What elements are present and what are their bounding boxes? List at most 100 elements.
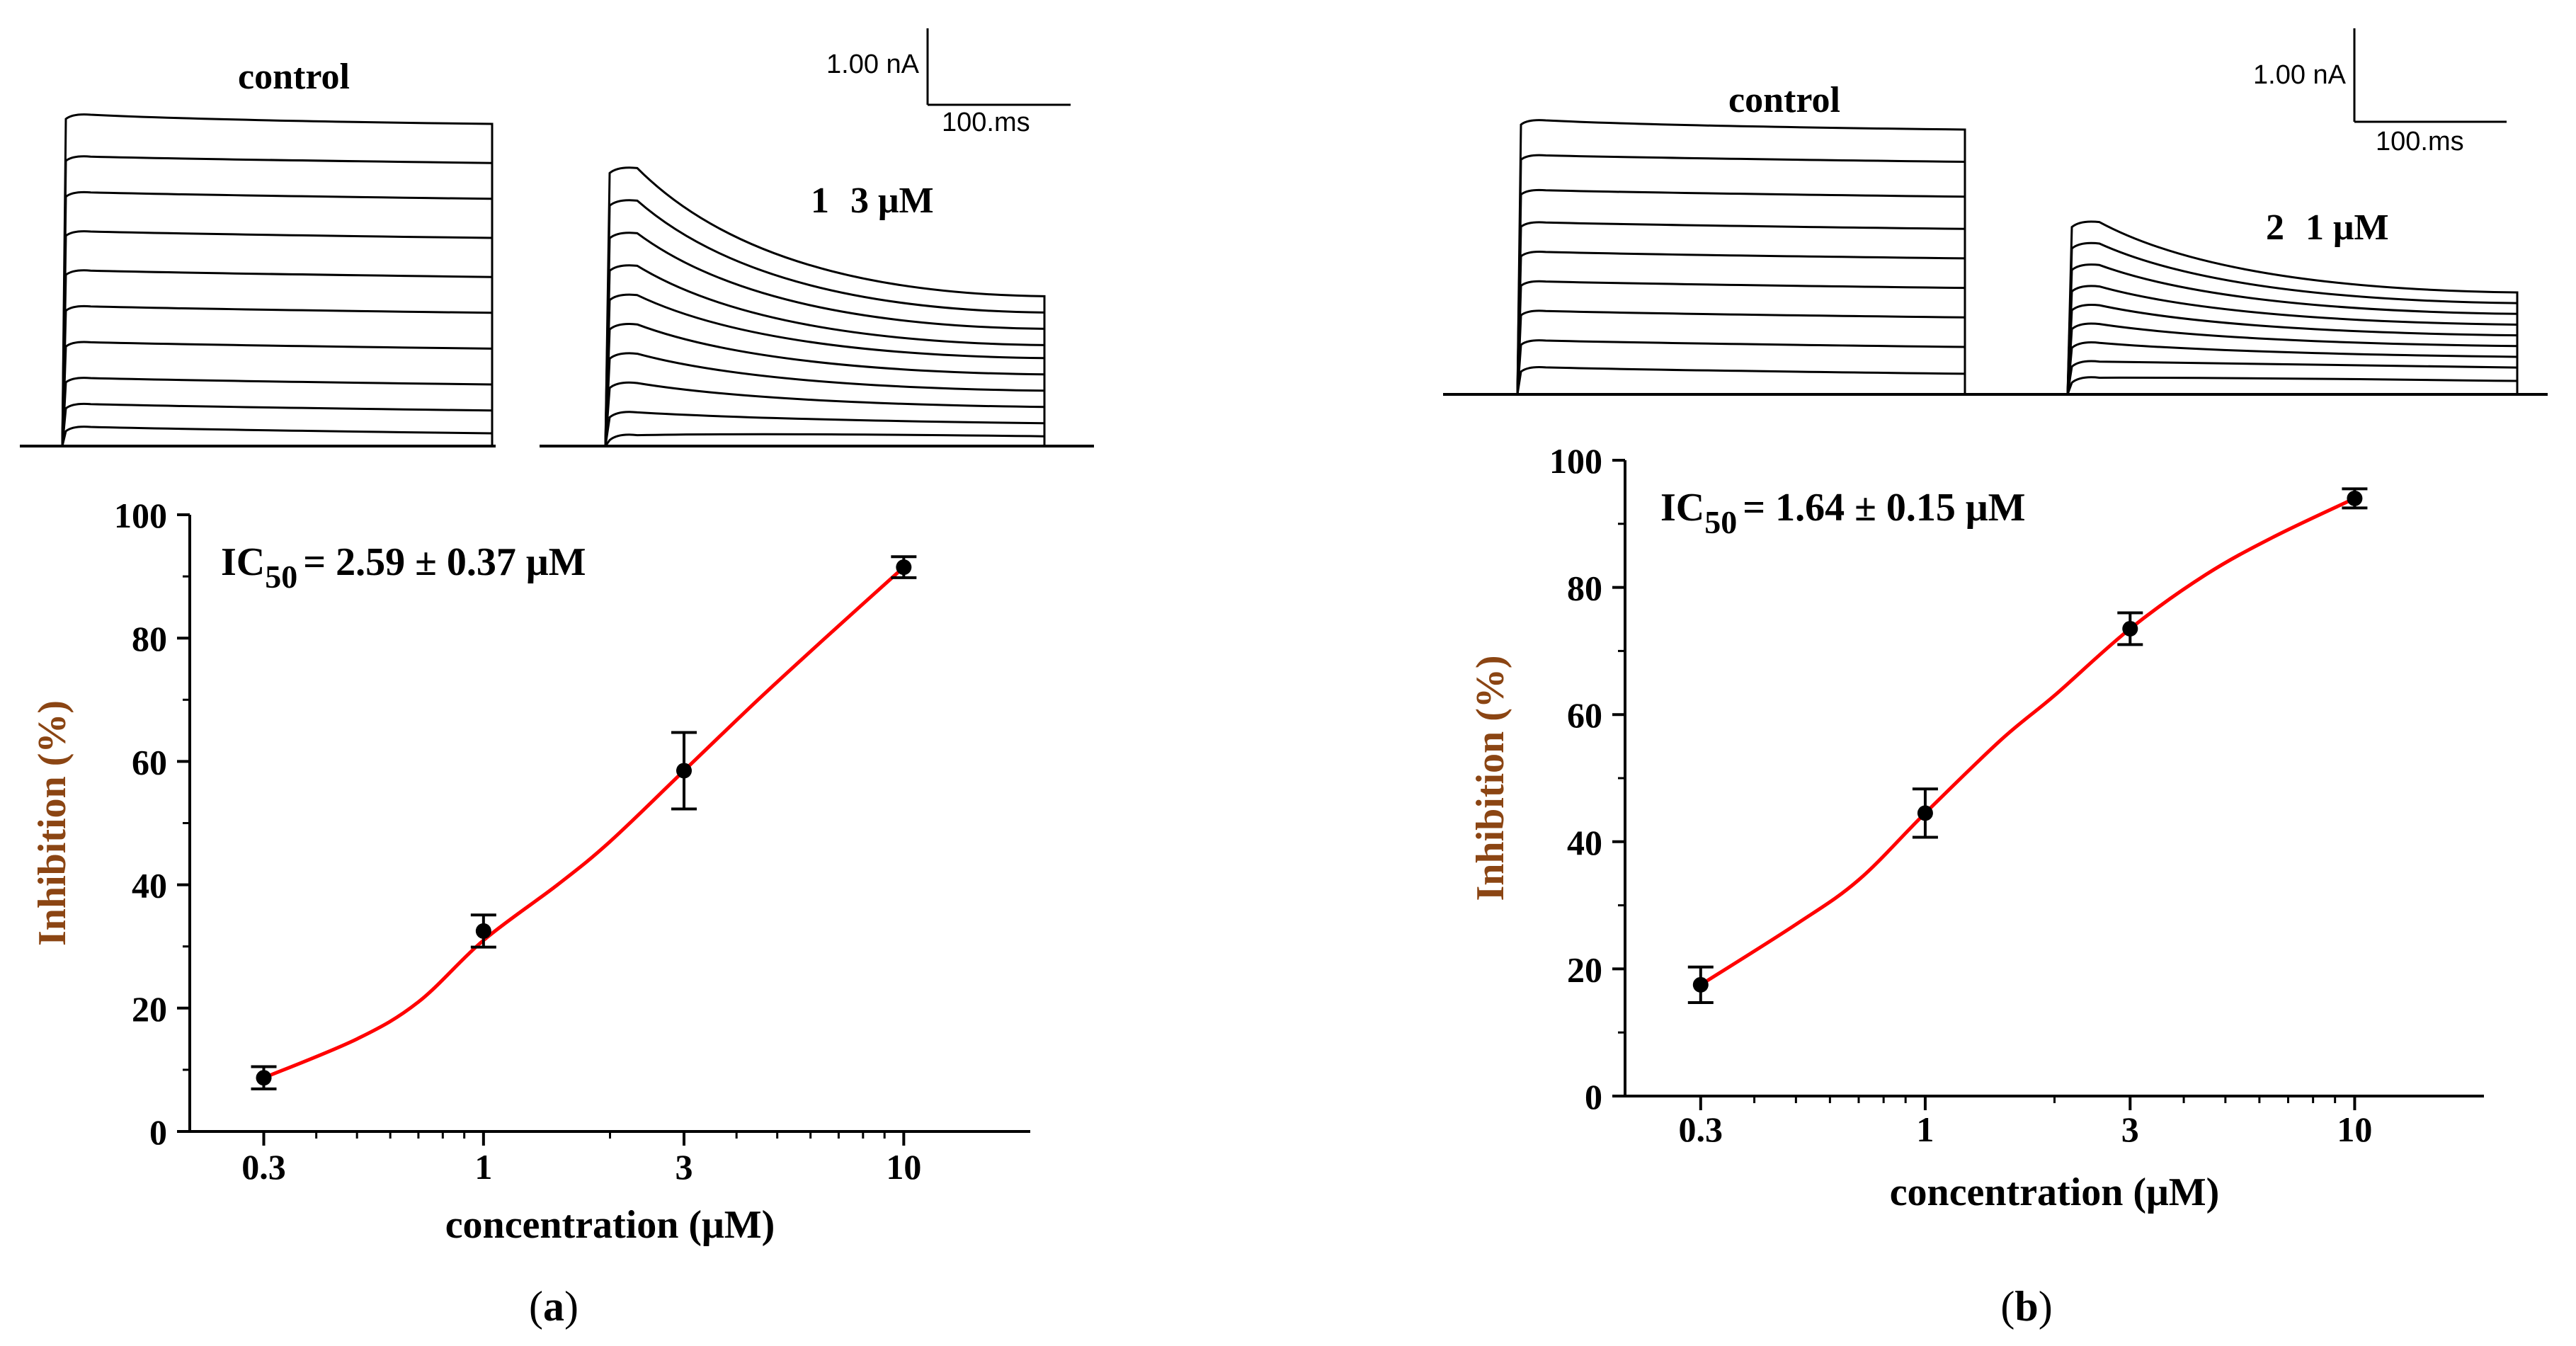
scale-bar-a: 1.00 nA 100.ms bbox=[826, 28, 1071, 137]
x-tick-label: 10 bbox=[886, 1147, 921, 1187]
compound-conc-a: 3 μM bbox=[850, 181, 934, 221]
x-tick-label: 10 bbox=[2337, 1110, 2372, 1149]
current-trace bbox=[2066, 303, 2519, 395]
current-trace bbox=[61, 402, 494, 447]
current-trace bbox=[604, 293, 1046, 447]
y-tick-label: 20 bbox=[132, 989, 167, 1029]
current-trace bbox=[61, 341, 494, 447]
x-axis-label: concentration (μM) bbox=[1890, 1170, 2220, 1214]
ic50-label-a: IC50 = 2.59 ± 0.37 μM bbox=[221, 540, 586, 595]
x-tick-label: 3 bbox=[2121, 1110, 2139, 1149]
compound-label-b: 2 1 μM bbox=[2266, 207, 2389, 248]
fit-curve bbox=[1699, 496, 2356, 986]
ic50-sub-a: 50 bbox=[265, 559, 297, 595]
current-trace bbox=[61, 377, 494, 447]
current-trace bbox=[61, 269, 494, 447]
data-point bbox=[1917, 805, 1933, 821]
y-tick-label: 20 bbox=[1567, 949, 1602, 989]
x-axis-label: concentration (μM) bbox=[445, 1203, 775, 1247]
current-trace bbox=[61, 155, 494, 447]
control-label-b: control bbox=[1728, 80, 1840, 120]
data-point bbox=[256, 1070, 272, 1086]
current-trace bbox=[61, 304, 494, 447]
ic50-sub-b: 50 bbox=[1704, 504, 1737, 540]
compound-conc-b: 1 μM bbox=[2306, 207, 2389, 248]
ic50-label-b: IC50 = 1.64 ± 0.15 μM bbox=[1660, 486, 2025, 540]
current-trace bbox=[2066, 241, 2519, 395]
scale-current-a: 1.00 nA bbox=[826, 50, 920, 79]
x-tick-label: 0.3 bbox=[1679, 1110, 1723, 1149]
ic50-prefix-a: IC bbox=[221, 540, 265, 584]
current-trace bbox=[604, 381, 1046, 447]
current-trace bbox=[604, 323, 1046, 447]
current-trace bbox=[1516, 154, 1966, 395]
panel-a: control 1 3 μM 1.00 nA 100.ms IC50 = 2.59 … bbox=[20, 28, 1094, 1330]
current-trace bbox=[2066, 341, 2519, 395]
current-trace bbox=[1516, 309, 1966, 395]
current-trace bbox=[61, 426, 494, 447]
panel-caption-a: (a) bbox=[529, 1283, 579, 1330]
data-point bbox=[676, 763, 693, 779]
current-trace bbox=[2066, 263, 2519, 395]
scale-time-b: 100.ms bbox=[2376, 127, 2464, 156]
x-tick-label: 1 bbox=[1916, 1110, 1934, 1149]
current-trace bbox=[604, 166, 1046, 447]
current-trace bbox=[2066, 285, 2519, 395]
scale-time-a: 100.ms bbox=[942, 108, 1030, 137]
caption-open-b: ( bbox=[2000, 1283, 2014, 1330]
current-trace bbox=[604, 264, 1046, 447]
current-trace bbox=[1516, 221, 1966, 395]
current-trace bbox=[604, 199, 1046, 447]
x-tick-label: 0.3 bbox=[241, 1147, 286, 1187]
y-tick-label: 0 bbox=[1585, 1077, 1602, 1117]
y-axis-label: Inhibition (%) bbox=[1469, 656, 1512, 901]
compound-number-b: 2 bbox=[2266, 207, 2284, 248]
current-trace bbox=[1516, 251, 1966, 395]
y-tick-label: 60 bbox=[132, 742, 167, 782]
current-trace bbox=[61, 190, 494, 447]
current-trace bbox=[604, 433, 1046, 447]
y-tick-label: 40 bbox=[132, 866, 167, 906]
current-traces-a: control 1 3 μM 1.00 nA 100.ms bbox=[20, 28, 1094, 447]
compound-number-a: 1 bbox=[811, 181, 829, 221]
current-trace bbox=[1516, 280, 1966, 395]
chart-b: IC50 = 1.64 ± 0.15 μM 0 20 40 60 80 100 0.3 1 3 10… bbox=[1469, 441, 2484, 1214]
data-point bbox=[2122, 620, 2138, 637]
current-traces-b: control 2 1 μM 1.00 nA 100.ms bbox=[1443, 28, 2548, 396]
current-trace bbox=[2066, 322, 2519, 395]
compound-label-a: 1 3 μM bbox=[811, 181, 934, 221]
current-trace bbox=[61, 113, 494, 447]
y-tick-label: 60 bbox=[1567, 695, 1602, 735]
y-tick-label: 80 bbox=[1567, 569, 1602, 608]
ic50-prefix-b: IC bbox=[1660, 486, 1704, 530]
caption-open-a: ( bbox=[529, 1283, 543, 1330]
fit-curve bbox=[263, 566, 906, 1080]
y-tick-label: 0 bbox=[149, 1112, 167, 1152]
data-point bbox=[475, 923, 491, 939]
caption-close-b: ) bbox=[2039, 1283, 2053, 1330]
chart-a: IC50 = 2.59 ± 0.37 μM 0 20 40 60 80 100 0.3 1 3 10… bbox=[30, 496, 1030, 1247]
data-point bbox=[2347, 490, 2363, 506]
current-trace bbox=[61, 230, 494, 447]
caption-letter-a: a bbox=[543, 1283, 564, 1330]
current-trace bbox=[604, 232, 1046, 447]
current-trace bbox=[1516, 188, 1966, 395]
current-trace bbox=[1516, 119, 1966, 395]
scale-bar-b: 1.00 nA 100.ms bbox=[2253, 28, 2507, 156]
caption-close-a: ) bbox=[564, 1283, 579, 1330]
y-tick-label: 40 bbox=[1567, 823, 1602, 862]
y-tick-label: 80 bbox=[132, 619, 167, 658]
ic50-value-b: = 1.64 ± 0.15 μM bbox=[1743, 486, 2025, 530]
data-point bbox=[1692, 976, 1709, 993]
current-trace bbox=[1516, 339, 1966, 395]
scale-current-b: 1.00 nA bbox=[2253, 60, 2347, 90]
current-trace bbox=[2066, 220, 2519, 395]
y-axis-label: Inhibition (%) bbox=[30, 700, 74, 946]
y-tick-label: 100 bbox=[114, 496, 167, 535]
ic50-value-a: = 2.59 ± 0.37 μM bbox=[303, 540, 586, 584]
x-tick-label: 1 bbox=[474, 1147, 492, 1187]
current-trace bbox=[1516, 366, 1966, 395]
current-trace bbox=[2066, 376, 2519, 395]
panel-b: control 2 1 μM 1.00 nA 100.ms IC50 = 1.64 … bbox=[1443, 28, 2548, 1330]
x-tick-label: 3 bbox=[676, 1147, 693, 1187]
